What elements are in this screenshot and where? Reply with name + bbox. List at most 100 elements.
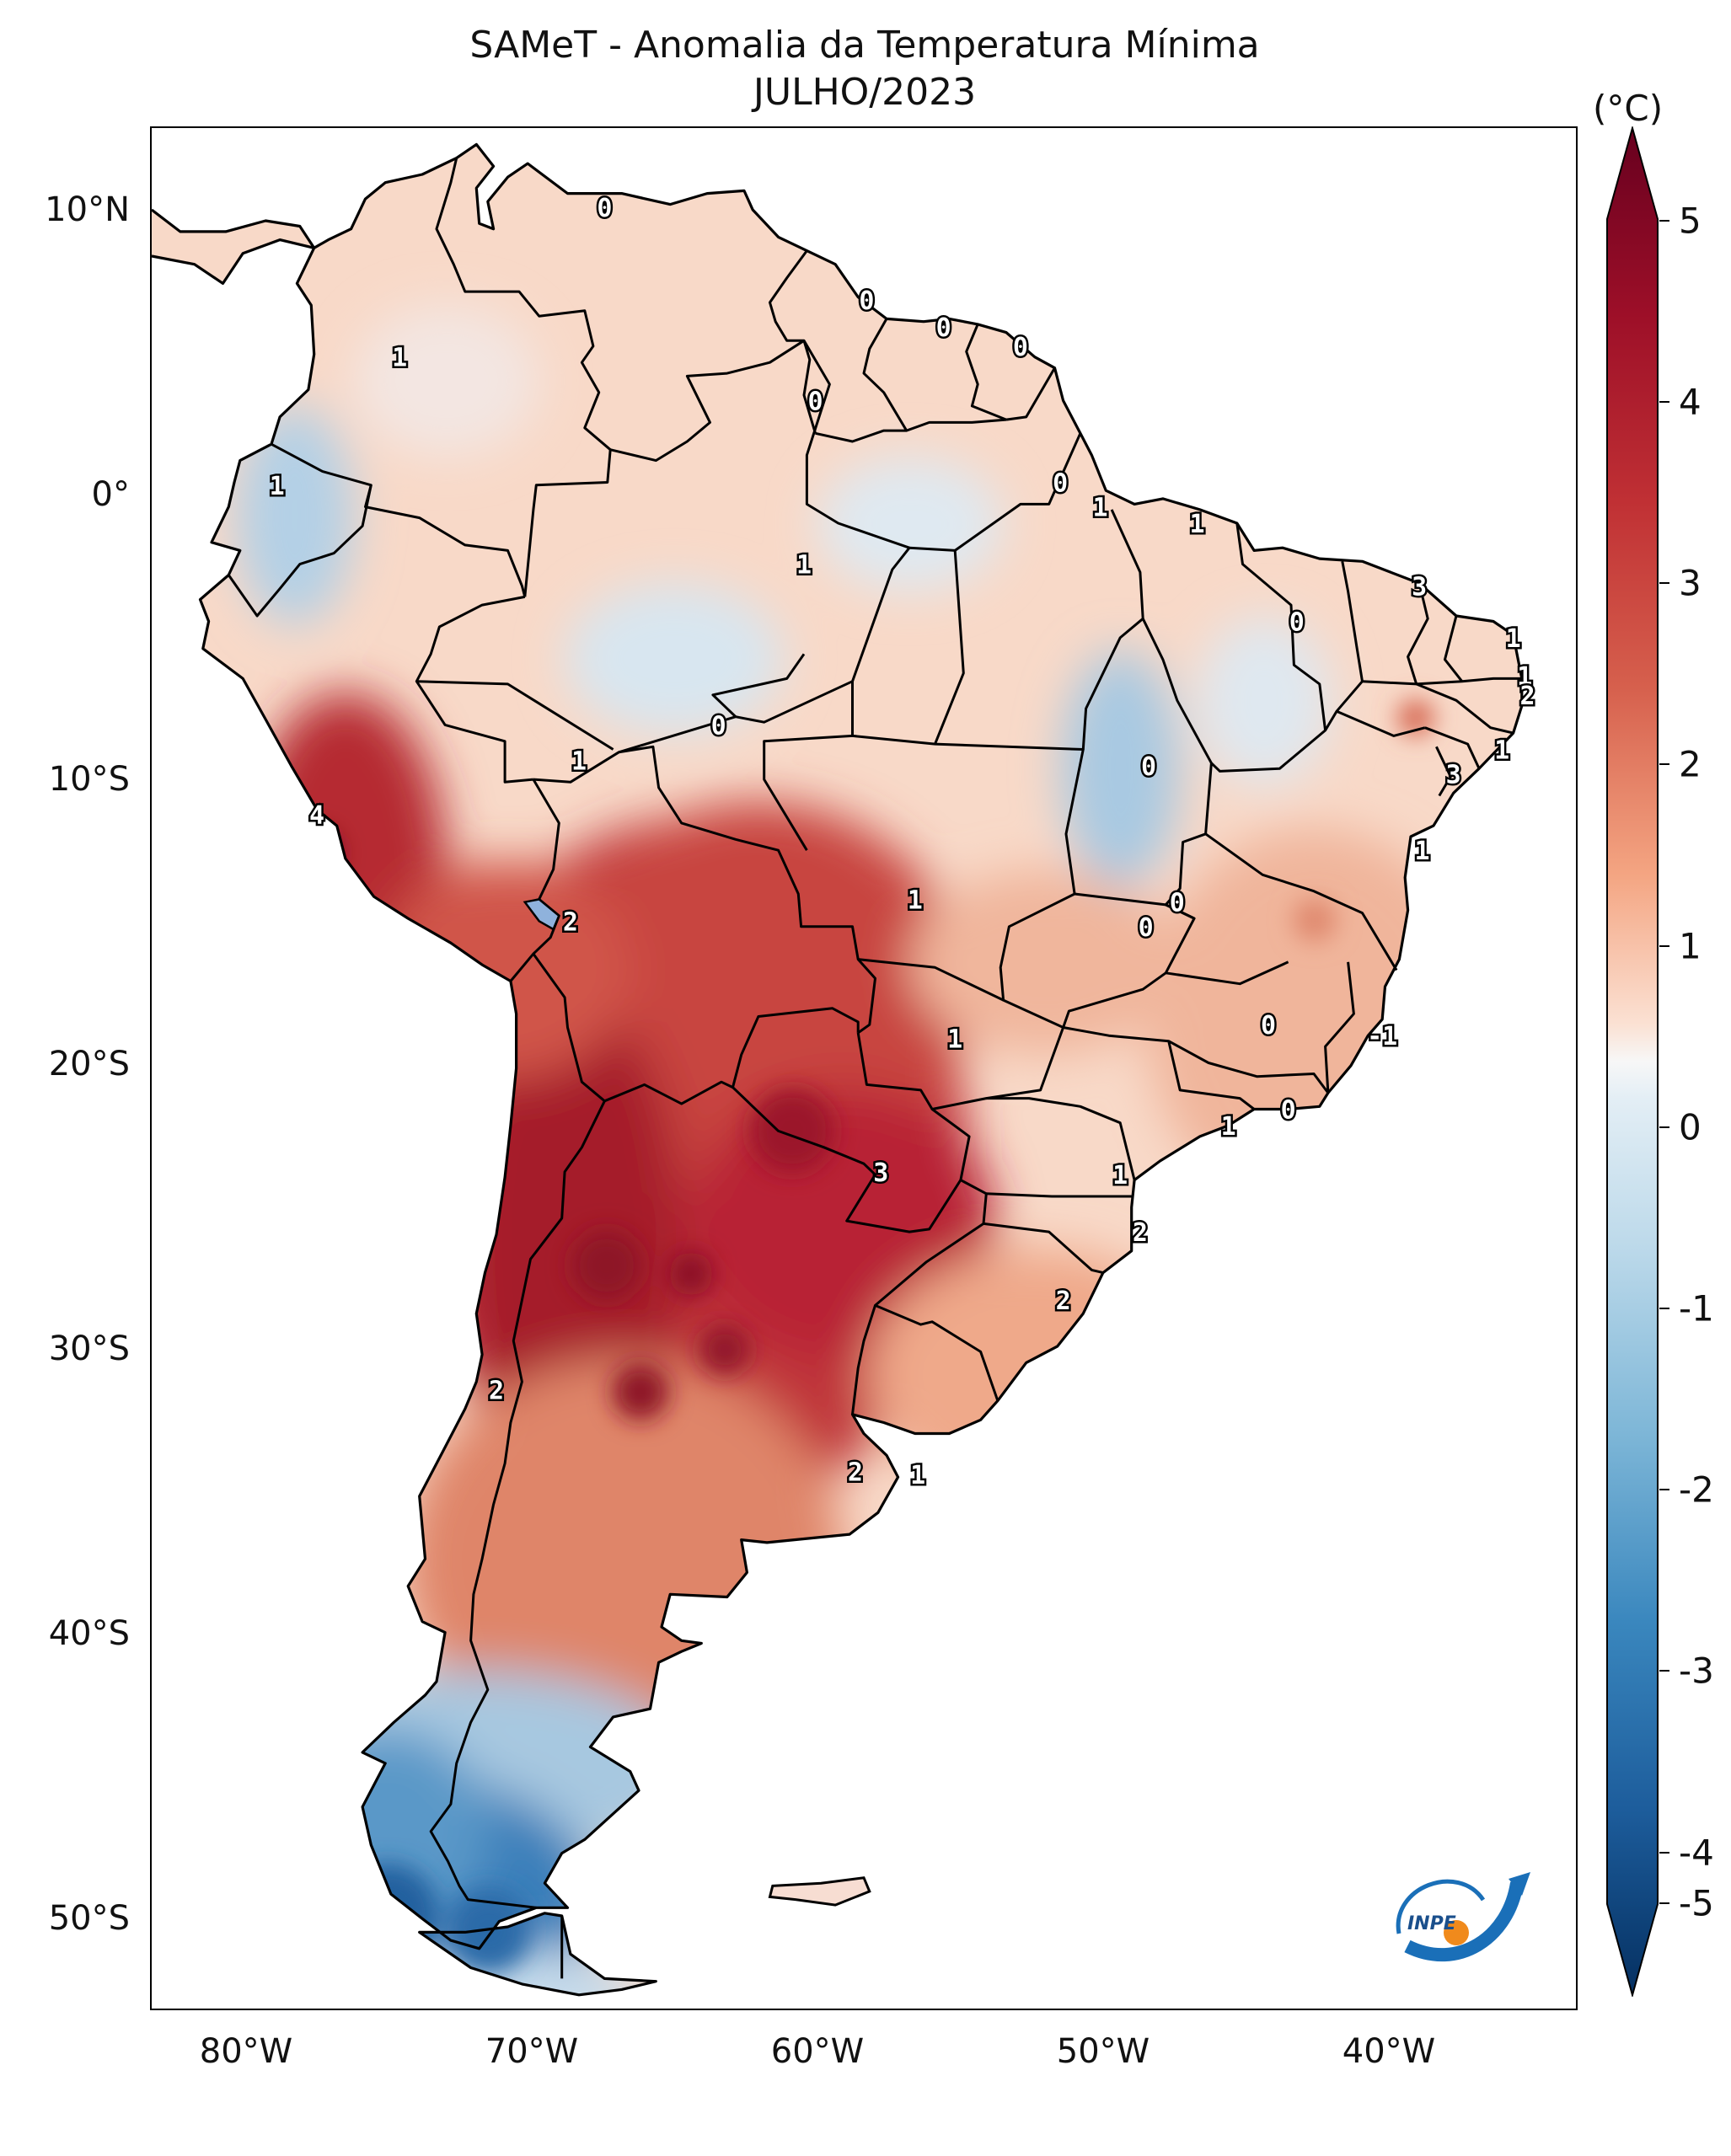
border-line bbox=[856, 1032, 971, 1180]
contour-label: 2 bbox=[489, 1377, 504, 1406]
contour-label: 0 bbox=[711, 711, 726, 741]
title-line-2: JULHO/2023 bbox=[753, 71, 977, 114]
border-line bbox=[416, 680, 614, 751]
colorbar-tick-label: -2 bbox=[1679, 1469, 1714, 1511]
contour-label: 1 bbox=[1494, 736, 1509, 766]
coastline bbox=[152, 142, 1524, 1997]
border-line bbox=[1324, 561, 1364, 731]
contour-label: -1 bbox=[1367, 1022, 1397, 1051]
colorbar-tick-label: 3 bbox=[1679, 562, 1702, 604]
border-line bbox=[228, 484, 372, 618]
border-line bbox=[533, 745, 876, 1035]
contour-label: 1 bbox=[908, 885, 923, 915]
contour-label: 0 bbox=[1013, 333, 1028, 362]
border-line bbox=[852, 734, 1085, 1110]
contour-label: 1 bbox=[1506, 624, 1521, 654]
contour-label: 0 bbox=[1281, 1096, 1296, 1126]
border-line bbox=[1362, 680, 1514, 735]
colorbar-tick-label: 0 bbox=[1679, 1106, 1702, 1148]
colorbar-tick-label: 2 bbox=[1679, 743, 1702, 785]
coastline-segment bbox=[152, 208, 316, 285]
border-line bbox=[862, 318, 908, 431]
lat-label: 30°S bbox=[48, 1329, 130, 1368]
contour-label: 0 bbox=[1289, 608, 1305, 638]
border-line bbox=[435, 158, 612, 451]
contour-label: 1 bbox=[1221, 1112, 1236, 1142]
title-line-1: SAMeT - Anomalia da Temperatura Mínima bbox=[469, 24, 1260, 67]
contour-label: 0 bbox=[859, 286, 874, 316]
lat-label: 10°N bbox=[45, 190, 130, 229]
contour-label: 0 bbox=[597, 194, 612, 223]
colorbar bbox=[1606, 126, 1659, 1997]
border-line bbox=[711, 653, 806, 718]
colorbar-tick-label: -5 bbox=[1679, 1882, 1714, 1924]
border-line bbox=[618, 680, 854, 754]
border-line bbox=[1324, 961, 1355, 1094]
contour-label: 0 bbox=[807, 388, 823, 417]
contour-label: 0 bbox=[936, 313, 951, 343]
contour-label: 3 bbox=[873, 1158, 888, 1188]
contour-label: 1 bbox=[1092, 494, 1107, 523]
contour-label: 1 bbox=[571, 747, 587, 777]
contour-label: 0 bbox=[1139, 913, 1154, 943]
border-line bbox=[986, 1097, 1136, 1180]
country-borders bbox=[228, 158, 1522, 1979]
border-line bbox=[909, 432, 1082, 552]
border-line bbox=[1005, 366, 1056, 421]
border-line bbox=[815, 418, 1007, 443]
contour-label: 1 bbox=[270, 472, 285, 501]
contour-label: 2 bbox=[1519, 682, 1535, 711]
border-line bbox=[851, 1304, 876, 1415]
lon-label: 50°W bbox=[1056, 2032, 1150, 2071]
colorbar-tick-label: 5 bbox=[1679, 200, 1702, 242]
border-line bbox=[429, 1100, 606, 1909]
lat-label: 0° bbox=[91, 475, 130, 514]
contour-label: 4 bbox=[309, 801, 324, 831]
falkland-islands bbox=[768, 1876, 871, 1907]
border-line bbox=[1444, 615, 1463, 682]
contour-label: 3 bbox=[1446, 761, 1461, 790]
border-line bbox=[1166, 960, 1289, 986]
colorbar-gradient bbox=[1606, 126, 1659, 1997]
inpe-logo: INPE bbox=[1396, 1872, 1530, 1961]
contour-label: 0 bbox=[1261, 1011, 1276, 1041]
border-line bbox=[271, 442, 527, 597]
contour-label: 1 bbox=[796, 551, 812, 580]
map-plot-area: 0 0 0 0 1 0 1 0 1 1 1 3 0 1 1 2 0 1 0 1 3 4 1 1 0 0 2 1 0 -1 0 1 3 1 2 2 2 2 1 bbox=[150, 126, 1578, 2010]
map-title: SAMeT - Anomalia da Temperatura Mínima J… bbox=[152, 22, 1578, 116]
colorbar-tick-label: 4 bbox=[1679, 381, 1702, 423]
coastline-segment bbox=[198, 142, 1524, 1950]
border-line bbox=[1435, 746, 1452, 797]
contour-label: 2 bbox=[1133, 1218, 1148, 1248]
logo-swoosh bbox=[1404, 1881, 1524, 1961]
coastline-segment bbox=[418, 1912, 657, 1997]
colorbar-tick-label: -4 bbox=[1679, 1832, 1714, 1874]
lon-label: 80°W bbox=[199, 2032, 293, 2071]
contour-label: 1 bbox=[947, 1025, 962, 1054]
lon-label: 70°W bbox=[485, 2032, 579, 2071]
colorbar-tick-label: -3 bbox=[1679, 1650, 1714, 1692]
contour-label: 1 bbox=[1112, 1161, 1128, 1190]
border-line bbox=[983, 1222, 1104, 1275]
border-line bbox=[986, 1192, 1132, 1198]
border-line bbox=[532, 953, 606, 1102]
border-line bbox=[769, 249, 817, 434]
border-line bbox=[523, 449, 612, 597]
contour-label: 2 bbox=[563, 907, 578, 937]
border-line bbox=[1336, 709, 1426, 737]
contour-label: 0 bbox=[1141, 752, 1156, 782]
border-line bbox=[965, 324, 1007, 421]
colorbar-tick-label: 1 bbox=[1679, 925, 1702, 967]
border-line bbox=[763, 340, 911, 851]
contour-label: 3 bbox=[1412, 572, 1427, 602]
border-line bbox=[603, 1007, 860, 1105]
lat-label: 50°S bbox=[48, 1899, 130, 1938]
border-line bbox=[858, 958, 1005, 1002]
lat-label: 10°S bbox=[48, 760, 130, 799]
contour-label: 1 bbox=[1414, 837, 1429, 866]
logo-sun-dot bbox=[1444, 1920, 1469, 1945]
contour-label: 2 bbox=[1056, 1287, 1071, 1316]
lon-label: 40°W bbox=[1342, 2032, 1436, 2071]
lat-label: 40°S bbox=[48, 1614, 130, 1653]
